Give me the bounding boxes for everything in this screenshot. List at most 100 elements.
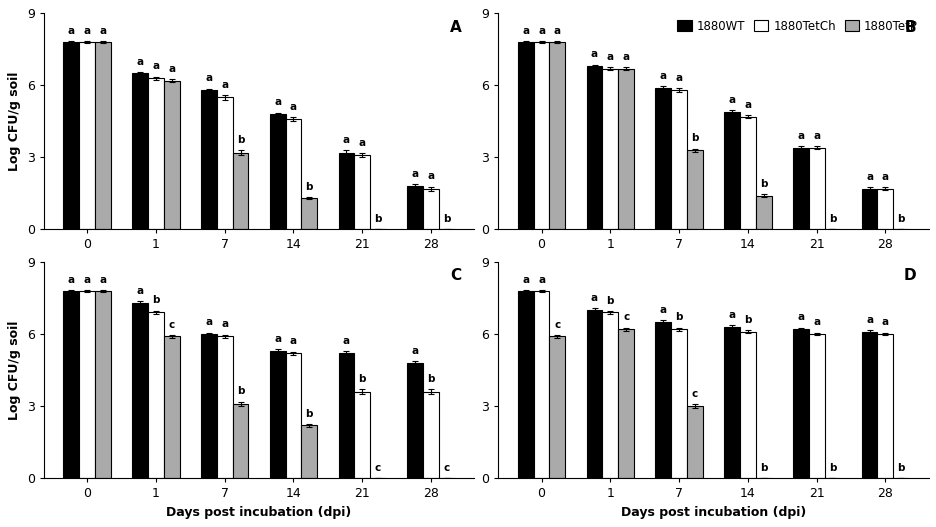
Bar — [354, 155, 370, 229]
X-axis label: Days post incubation (dpi): Days post incubation (dpi) — [621, 506, 805, 519]
Text: a: a — [865, 172, 872, 182]
Bar — [739, 331, 755, 478]
Bar — [407, 363, 423, 478]
Bar — [586, 66, 602, 229]
Text: a: a — [411, 169, 418, 179]
Text: a: a — [221, 80, 228, 90]
Bar — [724, 112, 739, 229]
Bar — [301, 198, 317, 229]
Text: a: a — [67, 275, 75, 285]
Text: a: a — [622, 52, 629, 62]
Text: a: a — [358, 138, 365, 148]
Bar — [534, 42, 548, 229]
Text: a: a — [99, 26, 107, 36]
Bar — [602, 313, 618, 478]
Text: a: a — [591, 50, 597, 60]
Bar — [216, 336, 232, 478]
Text: a: a — [99, 275, 107, 285]
Text: a: a — [83, 26, 91, 36]
Bar — [338, 353, 354, 478]
Text: a: a — [221, 319, 228, 329]
Text: a: a — [289, 336, 297, 346]
Bar — [548, 336, 564, 478]
Legend: 1880WT, 1880TetCh, 1880TetP: 1880WT, 1880TetCh, 1880TetP — [672, 15, 922, 37]
Text: b: b — [237, 386, 244, 396]
Text: a: a — [797, 131, 803, 141]
Text: a: a — [274, 334, 281, 344]
Text: a: a — [743, 100, 751, 110]
Bar — [618, 329, 634, 478]
Bar — [95, 291, 110, 478]
Bar — [216, 97, 232, 229]
Text: a: a — [205, 73, 212, 83]
Text: c: c — [691, 389, 697, 399]
Bar — [285, 353, 301, 478]
Text: b: b — [427, 374, 434, 384]
Text: a: a — [537, 275, 545, 285]
Bar — [548, 42, 564, 229]
Bar — [686, 150, 702, 229]
Text: a: a — [137, 286, 143, 296]
Text: a: a — [659, 71, 666, 81]
Bar — [270, 351, 285, 478]
Text: b: b — [743, 315, 751, 325]
Bar — [148, 313, 164, 478]
Bar — [808, 334, 824, 478]
Bar — [602, 69, 618, 229]
Bar — [132, 73, 148, 229]
Bar — [792, 329, 808, 478]
Text: b: b — [373, 214, 381, 224]
Text: C: C — [450, 268, 461, 284]
Bar — [808, 148, 824, 229]
Bar — [654, 88, 670, 229]
Text: b: b — [305, 182, 313, 192]
Text: c: c — [554, 320, 560, 330]
Text: a: a — [812, 317, 819, 327]
Bar — [95, 42, 110, 229]
Text: a: a — [727, 95, 735, 105]
Text: b: b — [897, 214, 904, 224]
Text: A: A — [449, 20, 461, 35]
Text: a: a — [727, 310, 735, 320]
Bar — [80, 291, 95, 478]
Text: b: b — [237, 135, 244, 145]
Bar — [80, 42, 95, 229]
Bar — [739, 116, 755, 229]
Y-axis label: Log CFU/g soil: Log CFU/g soil — [8, 320, 22, 419]
Bar — [232, 404, 248, 478]
Text: b: b — [759, 463, 767, 473]
Text: c: c — [374, 463, 381, 473]
Text: b: b — [152, 296, 159, 306]
Bar — [861, 189, 876, 229]
Bar — [148, 78, 164, 229]
Text: a: a — [881, 172, 888, 182]
Text: a: a — [168, 64, 175, 74]
Bar — [876, 334, 892, 478]
Bar — [876, 189, 892, 229]
Bar — [724, 327, 739, 478]
Bar — [201, 90, 216, 229]
Bar — [792, 148, 808, 229]
Text: a: a — [797, 313, 803, 323]
Bar — [270, 114, 285, 229]
Text: a: a — [675, 73, 682, 83]
Bar — [654, 322, 670, 478]
Bar — [670, 329, 686, 478]
Bar — [354, 392, 370, 478]
Bar — [164, 81, 180, 229]
Text: a: a — [865, 315, 872, 325]
Text: a: a — [521, 275, 529, 285]
Text: a: a — [607, 52, 613, 62]
Bar — [132, 303, 148, 478]
Bar — [164, 336, 180, 478]
X-axis label: Days post incubation (dpi): Days post incubation (dpi) — [167, 506, 351, 519]
Bar — [338, 153, 354, 229]
Bar — [301, 425, 317, 478]
Text: b: b — [759, 179, 767, 189]
Text: a: a — [343, 135, 350, 145]
Text: a: a — [411, 346, 418, 356]
Text: a: a — [553, 26, 561, 36]
Bar — [423, 189, 438, 229]
Text: a: a — [289, 102, 297, 112]
Text: b: b — [827, 214, 835, 224]
